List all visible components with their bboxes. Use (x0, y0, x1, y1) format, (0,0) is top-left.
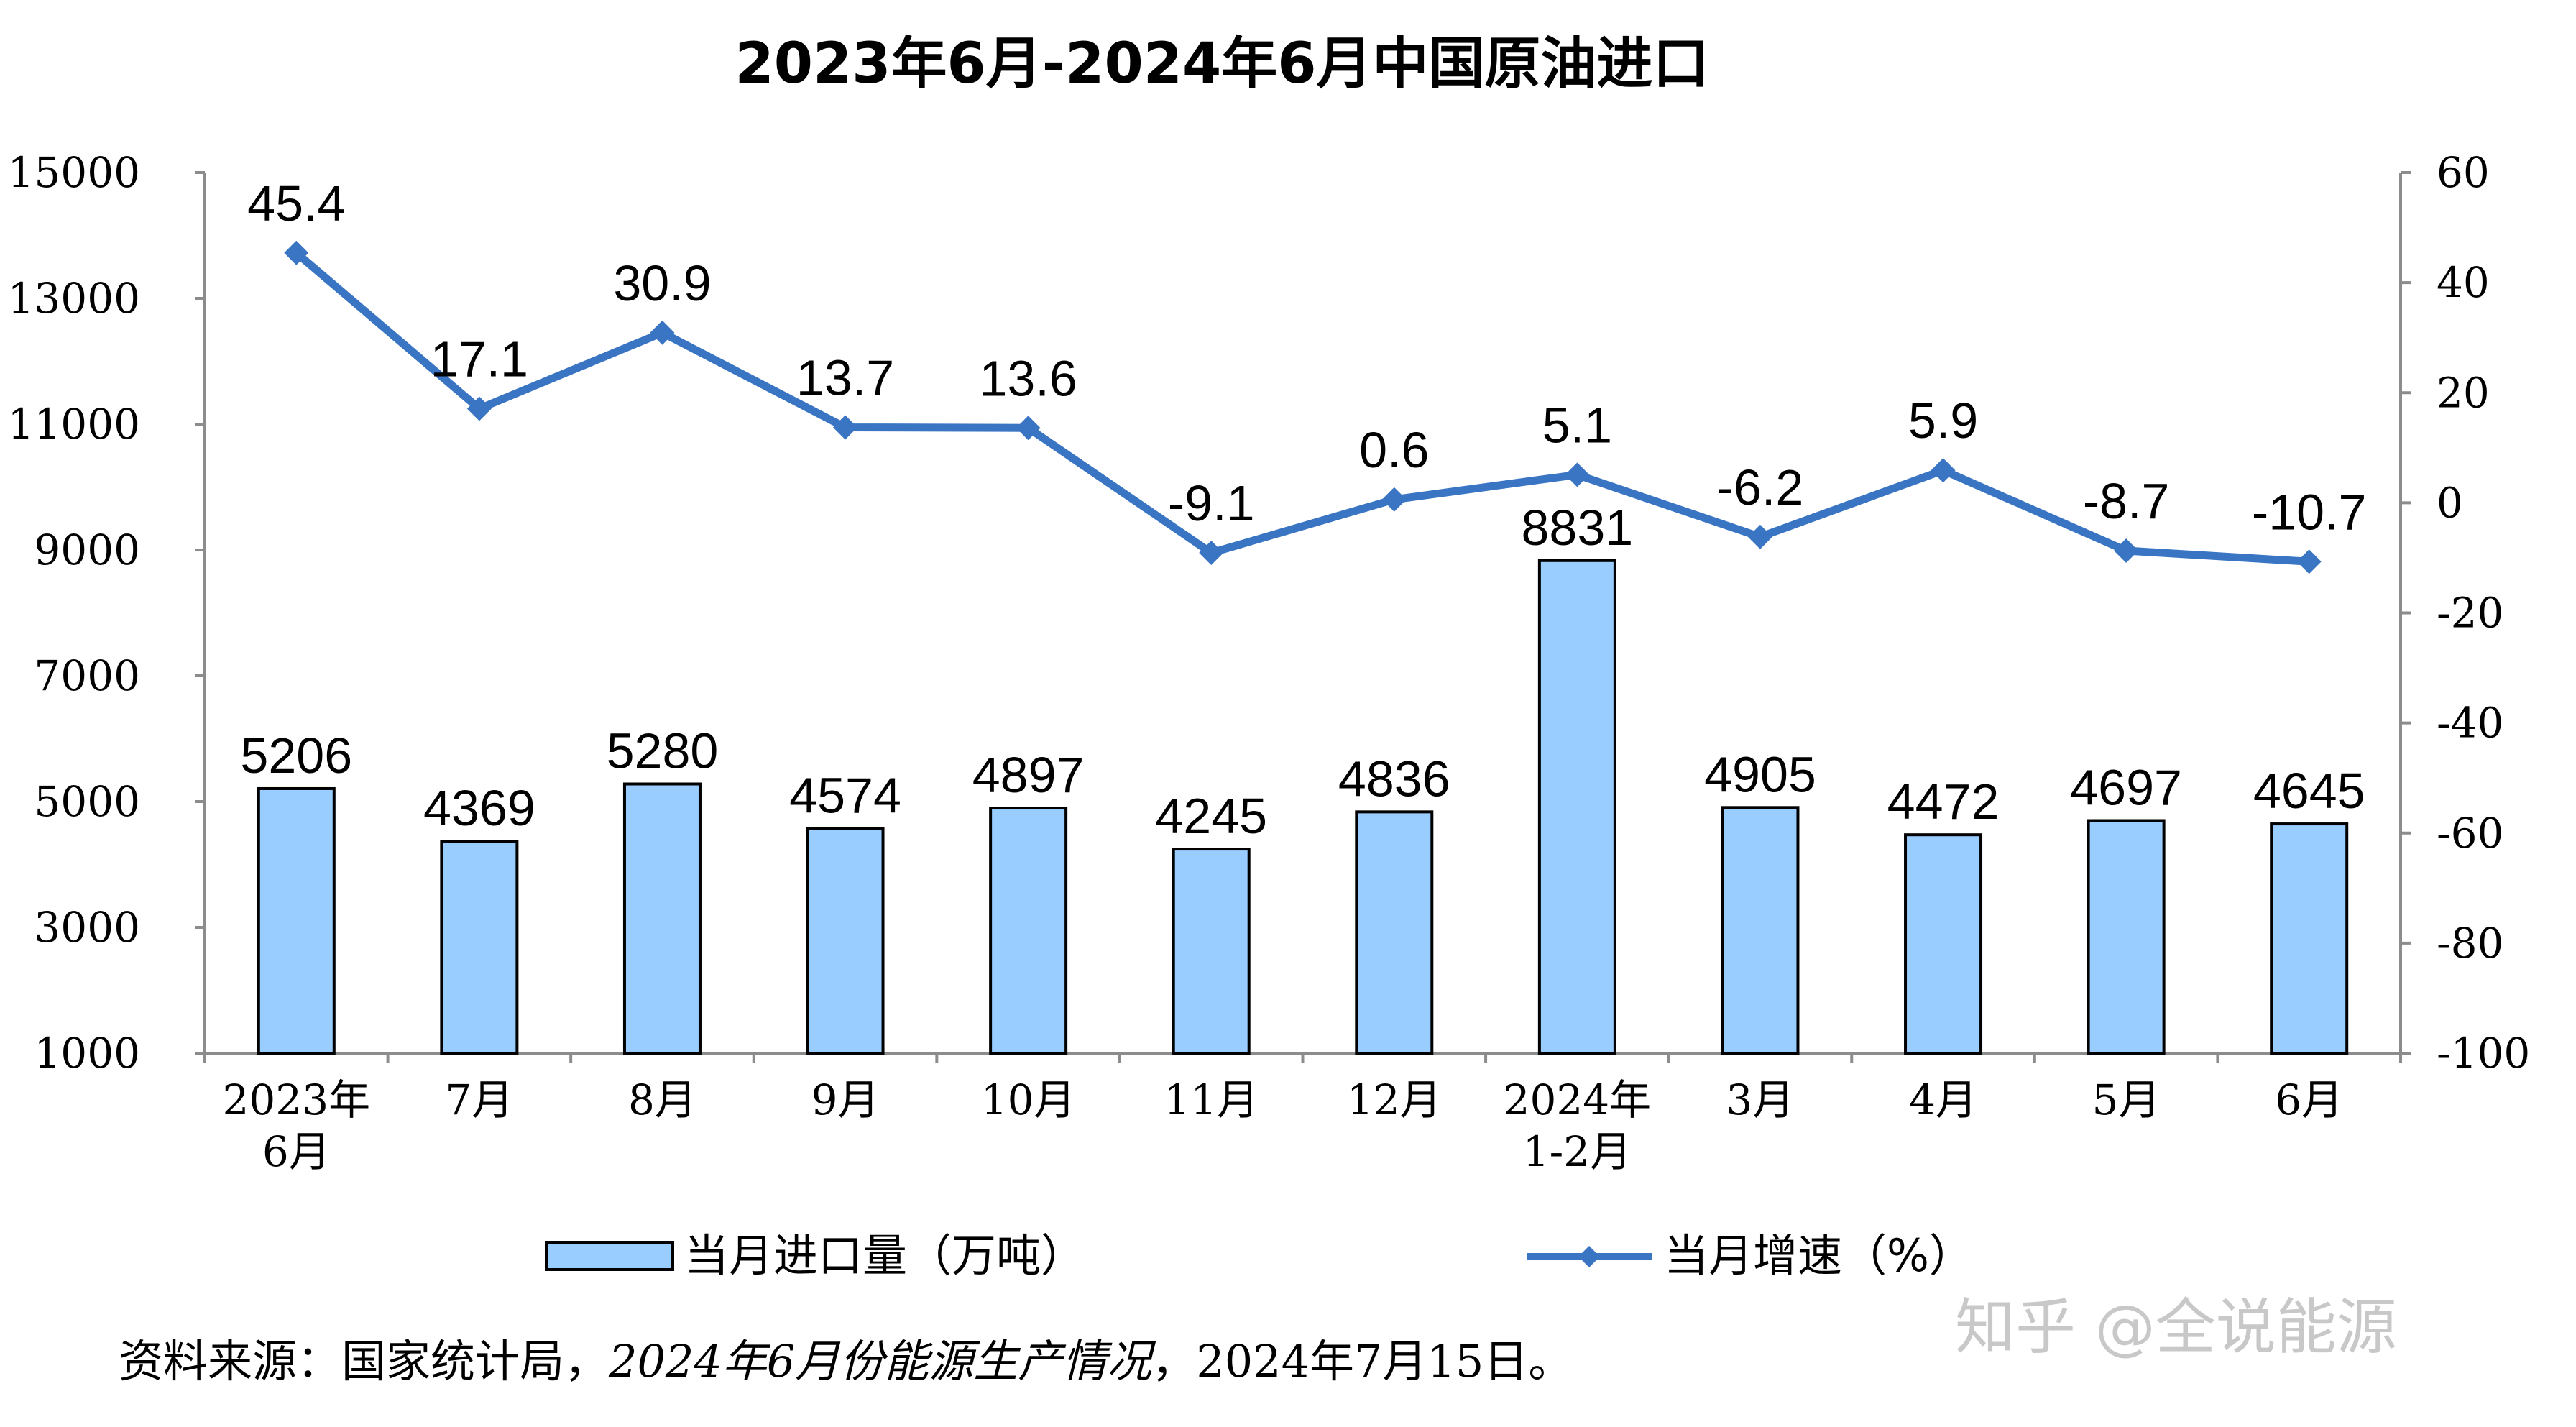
y-right-tick-label: 0 (2437, 478, 2463, 527)
bar (2087, 819, 2166, 1055)
bar (1721, 806, 1800, 1055)
y-right-tick-label: 40 (2437, 258, 2490, 307)
line-data-label: -9.1 (1168, 475, 1255, 531)
source-note: 资料来源：国家统计局，2024年6月份能源生产情况，2024年7月15日。 (119, 1335, 1573, 1387)
y-right-tick-label: -80 (2437, 919, 2503, 968)
x-tick-label: 8月 (628, 1075, 696, 1124)
bar-data-label: 5206 (240, 728, 352, 784)
line-data-label: 45.4 (247, 175, 345, 231)
bar-data-label: 4369 (423, 780, 535, 836)
bar (257, 786, 336, 1055)
line-data-label: 5.1 (1542, 397, 1612, 453)
line-point (1565, 462, 1590, 487)
line-point (466, 396, 492, 421)
legend-bar-label: 当月进口量（万吨） (684, 1229, 1085, 1282)
line-data-label: -10.7 (2252, 484, 2367, 540)
source-italic: 2024年6月份能源生产情况 (608, 1335, 1156, 1387)
x-tick-label: 7月 (445, 1075, 513, 1124)
x-tick-label: 10月 (981, 1075, 1076, 1124)
line-series: 45.4 17.1 30.9 13.7 13.6 -9.1 0.6 5.1 -6.2 5.9 -8.… (247, 175, 2366, 574)
line-point (1381, 487, 1407, 512)
line-point (650, 320, 675, 345)
bar (2270, 822, 2349, 1055)
bar-data-label: 4245 (1155, 788, 1267, 844)
y-right-tick-label: 60 (2437, 148, 2490, 197)
x-tick-label: 1-2月 (1523, 1127, 1632, 1176)
bar (622, 782, 702, 1055)
legend: 当月进口量（万吨） 当月增速（%） (545, 1229, 1974, 1282)
line-data-label: 0.6 (1359, 422, 1429, 478)
x-tick-label: 2023年 (222, 1075, 370, 1124)
y-right-tick-label: -60 (2437, 809, 2503, 858)
line-point (1016, 416, 1041, 441)
legend-bar-swatch (545, 1241, 674, 1271)
x-tick-label: 11月 (1164, 1075, 1259, 1124)
x-tick-label: 3月 (1726, 1075, 1795, 1124)
bar-data-label: 4836 (1338, 751, 1450, 807)
x-tick-label: 6月 (262, 1127, 331, 1176)
y-left-tick-label: 9000 (34, 526, 140, 574)
bar (806, 827, 885, 1055)
chart-title: 2023年6月-2024年6月中国原油进口 (735, 32, 1708, 96)
legend-line-label: 当月增速（%） (1664, 1229, 1974, 1282)
x-tick-label: 6月 (2275, 1075, 2343, 1124)
x-tick-label: 9月 (811, 1075, 880, 1124)
line-data-label: 13.7 (796, 349, 894, 405)
y-right-tick-label: -20 (2437, 589, 2503, 638)
bar-data-label: 5280 (607, 723, 719, 779)
bar-series: 5206 4369 5280 4574 4897 4245 4836 8831 4905 4472… (240, 500, 2365, 1055)
y-left-tick-label: 5000 (34, 777, 140, 826)
y-right-tick-label: -100 (2437, 1029, 2530, 1078)
line-data-label: -6.2 (1717, 459, 1804, 515)
x-tick-label: 4月 (1909, 1075, 1977, 1124)
bar (1355, 810, 1434, 1055)
x-tick-label: 5月 (2092, 1075, 2161, 1124)
bar (440, 840, 519, 1055)
bar-data-label: 4905 (1704, 746, 1816, 802)
y-left-tick-label: 13000 (7, 274, 140, 323)
y-right-tick-label: 20 (2437, 368, 2490, 417)
source-prefix: 资料来源：国家统计局， (119, 1335, 609, 1387)
series-line (293, 249, 2310, 566)
bar-data-label: 8831 (1522, 500, 1634, 556)
bar-data-label: 4472 (1887, 774, 2000, 830)
y-right-tick-label: -40 (2437, 699, 2503, 748)
axes: 15000 13000 11000 9000 7000 5000 3000 1000 60 40 2… (7, 148, 2530, 1078)
source-suffix: ，2024年7月15日。 (1151, 1335, 1573, 1387)
y-left-tick-label: 11000 (7, 400, 140, 449)
line-point (284, 240, 309, 265)
bar (989, 807, 1068, 1055)
y-left-tick-label: 3000 (34, 903, 140, 952)
line-point (2296, 549, 2322, 574)
legend-line-marker (1578, 1246, 1600, 1267)
bar (1172, 848, 1251, 1055)
y-left-tick-label: 7000 (34, 651, 140, 700)
y-left-tick-label: 1000 (34, 1029, 140, 1078)
bar (1537, 559, 1616, 1055)
watermark: 知乎 @全说能源 (1955, 1292, 2397, 1362)
bar-data-label: 4897 (972, 747, 1085, 803)
line-point (1931, 458, 1956, 483)
line-data-label: 13.6 (980, 350, 1077, 406)
line-data-label: -8.7 (2083, 473, 2170, 529)
line-data-label: 17.1 (431, 331, 528, 387)
y-left-tick-label: 15000 (7, 148, 140, 197)
bar-data-label: 4645 (2253, 763, 2365, 819)
line-data-label: 30.9 (613, 255, 711, 311)
line-point (1747, 524, 1772, 549)
line-data-label: 5.9 (1908, 393, 1978, 449)
bar (1904, 833, 1983, 1055)
bar-data-label: 4574 (789, 767, 901, 823)
line-point (1199, 541, 1224, 566)
bar-data-label: 4697 (2070, 760, 2182, 816)
line-point (833, 415, 858, 440)
x-tick-label: 2024年 (1504, 1075, 1652, 1124)
x-tick-label: 12月 (1347, 1075, 1442, 1124)
line-point (2114, 538, 2139, 563)
